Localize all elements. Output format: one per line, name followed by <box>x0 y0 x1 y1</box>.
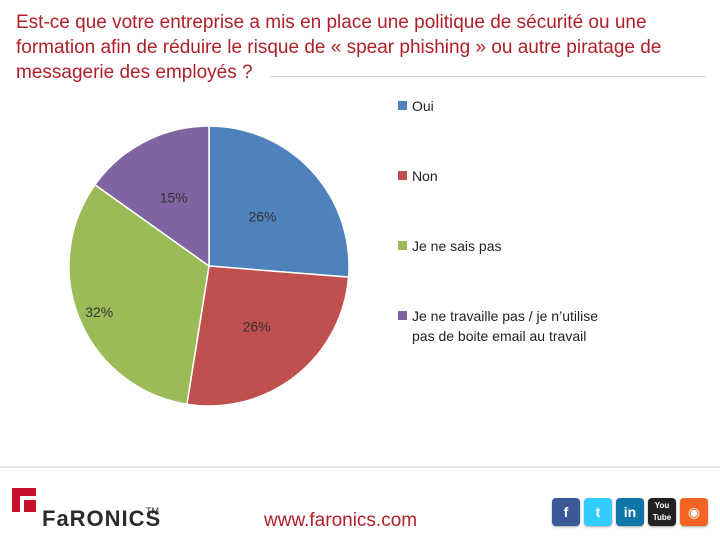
pie-slice-je-ne-sais-pas <box>68 183 210 406</box>
data-label-oui: 26% <box>248 209 276 225</box>
footer-divider <box>0 466 720 468</box>
data-label-pas-email: 15% <box>160 190 188 206</box>
pie-slice-oui <box>208 125 350 278</box>
pie-slice-non <box>186 265 350 407</box>
data-label-non: 26% <box>243 319 271 335</box>
title-divider <box>270 76 706 77</box>
pie-slice-pas-email <box>93 125 210 268</box>
facebook-icon[interactable]: f <box>552 498 580 526</box>
linkedin-icon[interactable]: in <box>616 498 644 526</box>
legend-swatch-oui <box>398 101 407 110</box>
footer: FaRONICS TM www.faronics.com f t in You Tub… <box>0 466 720 540</box>
legend-label-je-ne-sais-pas: Je ne sais pas <box>412 238 502 254</box>
legend-label-pas-email: Je ne travaille pas / je n’utilise <box>412 308 598 324</box>
website-link[interactable]: www.faronics.com <box>264 510 418 531</box>
twitter-icon[interactable]: t <box>584 498 612 526</box>
legend-swatch-non <box>398 171 407 180</box>
data-label-je-ne-sais-pas: 32% <box>85 304 113 320</box>
faronics-logo-icon <box>12 488 36 512</box>
page-title: Est-ce que votre entreprise a mis en pla… <box>16 12 662 83</box>
legend-label-non: Non <box>412 168 438 184</box>
pie-chart: 26% 26% 32% 15% Oui Non Je ne sais pas Je ne t… <box>68 98 598 407</box>
rss-icon[interactable]: ◉ <box>680 498 708 526</box>
legend-label-pas-email-line2: pas de boite email au travail <box>412 328 586 344</box>
legend-label-oui: Oui <box>412 98 434 114</box>
logo-trademark: TM <box>146 506 159 516</box>
legend-swatch-je-ne-sais-pas <box>398 241 407 250</box>
youtube-icon[interactable]: You Tube <box>648 498 676 526</box>
legend-swatch-pas-email <box>398 311 407 320</box>
faronics-logo-text: FaRONICS <box>42 506 162 531</box>
